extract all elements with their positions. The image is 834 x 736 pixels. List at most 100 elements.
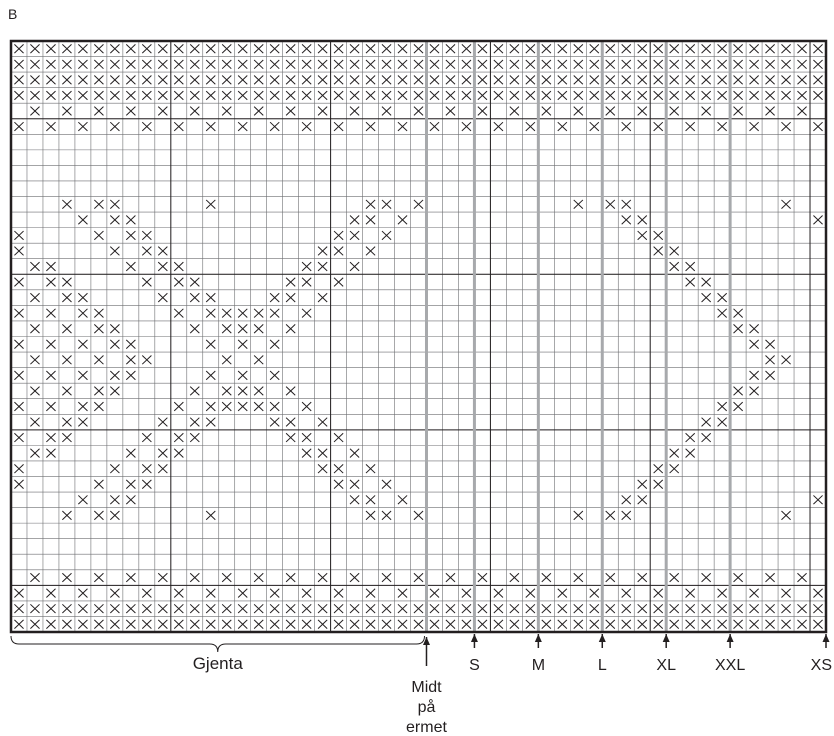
- stitch-cross-mark: [349, 59, 360, 70]
- size-arrow-s-head: [470, 634, 478, 642]
- stitch-cross-mark: [333, 75, 344, 85]
- stitch-cross-mark: [125, 44, 136, 54]
- stitch-cross-mark: [797, 619, 807, 629]
- stitch-cross-mark: [30, 603, 40, 614]
- stitch-cross-mark: [253, 603, 264, 614]
- stitch-cross-mark: [557, 90, 568, 101]
- stitch-cross-mark: [477, 603, 488, 614]
- stitch-cross-mark: [46, 121, 56, 132]
- stitch-cross-mark: [509, 90, 520, 101]
- stitch-cross-mark: [397, 44, 408, 54]
- stitch-cross-mark: [525, 588, 536, 598]
- stitch-cross-mark: [205, 417, 216, 427]
- stitch-cross-mark: [589, 44, 600, 54]
- stitch-cross-mark: [333, 230, 344, 241]
- stitch-cross-mark: [493, 44, 504, 54]
- stitch-cross-mark: [173, 603, 184, 614]
- stitch-cross-mark: [46, 308, 56, 318]
- stitch-cross-mark: [717, 44, 728, 54]
- stitch-cross-mark: [141, 588, 152, 598]
- stitch-cross-mark: [765, 59, 775, 70]
- stitch-cross-mark: [541, 572, 552, 583]
- stitch-cross-mark: [685, 44, 696, 54]
- stitch-cross-mark: [573, 603, 584, 614]
- stitch-cross-mark: [157, 75, 168, 85]
- stitch-cross-mark: [189, 277, 200, 287]
- stitch-cross-mark: [621, 619, 632, 629]
- stitch-cross-mark: [205, 308, 216, 318]
- stitch-cross-mark: [173, 90, 184, 101]
- stitch-cross-mark: [301, 121, 312, 132]
- stitch-cross-mark: [381, 75, 392, 85]
- stitch-cross-mark: [205, 59, 216, 70]
- stitch-cross-mark: [93, 479, 104, 489]
- stitch-cross-mark: [189, 324, 200, 334]
- stitch-cross-mark: [669, 619, 680, 629]
- stitch-cross-mark: [669, 75, 680, 85]
- stitch-cross-mark: [669, 448, 680, 458]
- stitch-cross-mark: [173, 432, 184, 443]
- stitch-cross-mark: [557, 619, 568, 629]
- stitch-cross-mark: [93, 59, 104, 70]
- stitch-cross-mark: [701, 572, 712, 583]
- stitch-cross-mark: [397, 121, 408, 132]
- stitch-cross-mark: [365, 510, 376, 521]
- stitch-cross-mark: [333, 463, 344, 474]
- stitch-cross-mark: [621, 495, 632, 505]
- stitch-cross-mark: [93, 308, 104, 318]
- stitch-cross-mark: [701, 106, 712, 116]
- stitch-cross-mark: [717, 121, 728, 132]
- stitch-cross-mark: [125, 355, 136, 365]
- stitch-cross-mark: [301, 59, 312, 70]
- stitch-cross-mark: [573, 106, 584, 116]
- size-label-l: L: [598, 657, 607, 674]
- stitch-cross-mark: [14, 463, 24, 474]
- stitch-cross-mark: [205, 121, 216, 132]
- stitch-cross-mark: [189, 386, 200, 396]
- stitch-cross-mark: [765, 619, 775, 629]
- stitch-cross-mark: [301, 261, 312, 272]
- stitch-cross-mark: [109, 386, 120, 396]
- stitch-cross-mark: [509, 106, 520, 116]
- stitch-cross-mark: [30, 106, 40, 116]
- stitch-cross-mark: [333, 277, 344, 287]
- stitch-cross-mark: [221, 619, 232, 629]
- stitch-cross-mark: [14, 246, 24, 256]
- stitch-cross-mark: [573, 59, 584, 70]
- stitch-cross-mark: [397, 59, 408, 70]
- stitch-cross-mark: [125, 215, 136, 225]
- stitch-cross-mark: [125, 230, 136, 241]
- stitch-cross-mark: [669, 261, 680, 272]
- stitch-cross-mark: [253, 90, 264, 101]
- stitch-cross-mark: [541, 75, 552, 85]
- chart-title: B: [8, 6, 18, 22]
- stitch-cross-mark: [205, 339, 216, 349]
- stitch-cross-mark: [109, 59, 120, 70]
- stitch-cross-mark: [509, 59, 520, 70]
- stitch-cross-mark: [701, 619, 712, 629]
- stitch-cross-mark: [205, 199, 216, 210]
- stitch-cross-mark: [301, 75, 312, 85]
- stitch-cross-mark: [301, 90, 312, 101]
- stitch-cross-mark: [221, 75, 232, 85]
- stitch-cross-mark: [77, 121, 88, 132]
- stitch-cross-mark: [397, 603, 408, 614]
- stitch-cross-mark: [269, 588, 280, 598]
- stitch-cross-mark: [653, 75, 664, 85]
- stitch-cross-mark: [93, 199, 104, 210]
- stitch-cross-mark: [461, 75, 472, 85]
- stitch-cross-mark: [429, 75, 440, 85]
- stitch-cross-mark: [237, 588, 248, 598]
- stitch-cross-mark: [573, 199, 584, 210]
- stitch-cross-mark: [93, 75, 104, 85]
- stitch-cross-mark: [605, 619, 616, 629]
- stitch-cross-mark: [573, 44, 584, 54]
- stitch-cross-mark: [349, 44, 360, 54]
- stitch-cross-mark: [125, 106, 136, 116]
- stitch-cross-mark: [637, 44, 648, 54]
- stitch-cross-mark: [14, 339, 24, 349]
- stitch-cross-mark: [349, 603, 360, 614]
- center-arrow-head: [422, 637, 430, 645]
- stitch-cross-mark: [605, 106, 616, 116]
- stitch-cross-mark: [269, 339, 280, 349]
